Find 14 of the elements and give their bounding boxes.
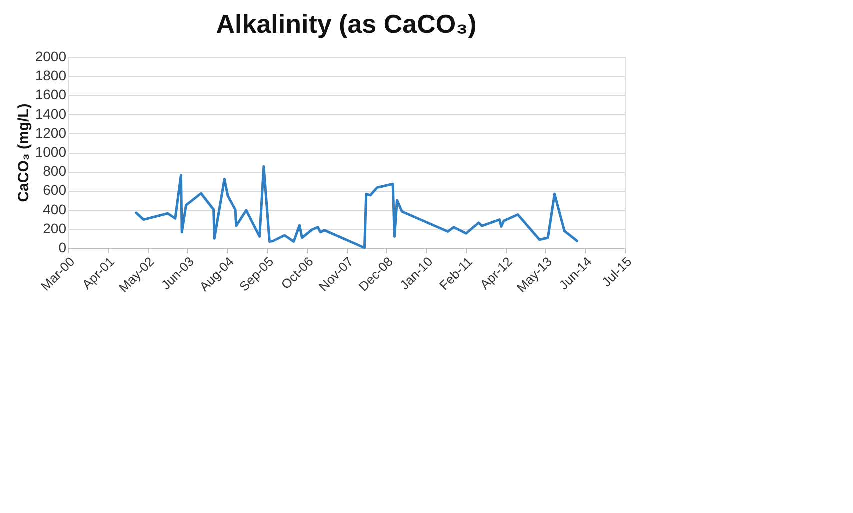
y-tick-label: 1200 xyxy=(35,124,67,141)
y-tick-label: 1400 xyxy=(35,106,67,122)
y-tick-label: 1600 xyxy=(35,86,67,103)
y-tick-label: 800 xyxy=(43,163,67,180)
line-series xyxy=(135,165,579,250)
y-tick-label: 2000 xyxy=(35,48,67,64)
y-tick-label: 600 xyxy=(43,182,67,198)
y-axis-title: CaCO₃ (mg/L) xyxy=(15,104,32,202)
y-tick-label: 400 xyxy=(43,201,67,218)
y-tick-label: 1800 xyxy=(35,68,67,84)
y-tick-label: 1000 xyxy=(35,144,67,160)
y-tick-label: 0 xyxy=(58,240,67,256)
chart-title: Alkalinity (as CaCO₃) xyxy=(216,9,477,39)
y-tick-label: 200 xyxy=(43,220,67,236)
